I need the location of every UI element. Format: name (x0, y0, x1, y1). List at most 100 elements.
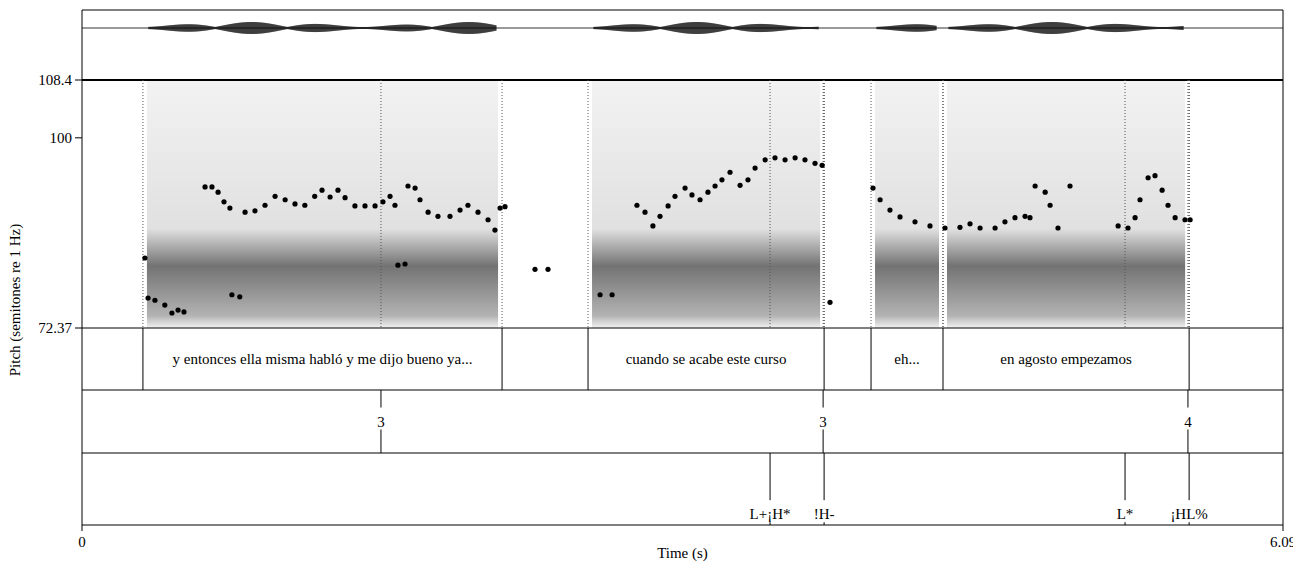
pitch-point (802, 157, 807, 162)
x-tick (1283, 525, 1284, 531)
waveform-trace (949, 22, 1183, 34)
pitch-point (497, 205, 502, 210)
pitch-point (912, 219, 917, 224)
pitch-point (405, 183, 410, 188)
point-mark (824, 453, 825, 500)
pitch-point (352, 203, 357, 208)
pitch-point (992, 225, 997, 230)
chart: 72.37100108.4Pitch (semitones re 1 Hz)06… (0, 0, 1293, 564)
y-tick (75, 328, 82, 329)
pitch-point (897, 214, 902, 219)
point-mark (1187, 390, 1188, 408)
pitch-point (1002, 219, 1007, 224)
guide-line (502, 80, 503, 328)
pitch-point (772, 155, 777, 160)
pitch-point (237, 294, 242, 299)
pitch-points (142, 155, 1192, 315)
pitch-point (335, 188, 340, 193)
pitch-point (1152, 173, 1157, 178)
pitch-point (727, 170, 732, 175)
pitch-point (1125, 225, 1130, 230)
pitch-point (492, 227, 497, 232)
pitch-point (417, 197, 422, 202)
pitch-point (1043, 190, 1048, 195)
pitch-point (229, 292, 234, 297)
pitch-point (402, 261, 407, 266)
x-tick (82, 525, 83, 531)
pitch-point (1012, 215, 1017, 220)
guide-line (824, 80, 825, 328)
pitch-point (1132, 215, 1137, 220)
pitch-point (812, 161, 817, 166)
point-mark (380, 430, 381, 454)
y-axis-title: Pitch (semitones re 1 Hz) (7, 224, 24, 376)
plot-top (82, 79, 1283, 81)
point-mark (770, 522, 771, 525)
guide-line (1189, 80, 1190, 328)
guides (143, 80, 1189, 328)
pitch-point (745, 177, 750, 182)
interval-label: eh... (894, 351, 919, 367)
x-axis-title: Time (s) (657, 545, 708, 562)
pitch-point (737, 183, 742, 188)
pitch-point (1165, 203, 1170, 208)
pitch-point (387, 194, 392, 199)
x-tick-label: 6.09 (1270, 534, 1293, 550)
pitch-point (152, 298, 157, 303)
pitch-point (689, 192, 694, 197)
point-mark (770, 453, 771, 500)
pitch-point (967, 221, 972, 226)
pitch-point (221, 199, 226, 204)
pitch-point (719, 177, 724, 182)
pitch-point (827, 300, 832, 305)
pitch-point (227, 205, 232, 210)
pitch-point (793, 155, 798, 160)
y-tick-label: 108.4 (38, 72, 72, 88)
y-tick (75, 80, 82, 81)
pitch-point (820, 163, 825, 168)
frame-top (82, 10, 1283, 11)
pitch-point (642, 210, 647, 215)
pitch-point (1022, 214, 1027, 219)
point-mark (1125, 453, 1126, 500)
pitch-point (1188, 217, 1193, 222)
pitch-point (169, 310, 174, 315)
pitch-point (657, 214, 662, 219)
pitch-point (342, 195, 347, 200)
pitch-point (457, 207, 462, 212)
point-label: L+¡H* (750, 506, 791, 522)
spectrogram-band (592, 80, 820, 328)
pitch-point (181, 309, 186, 314)
y-tick (75, 137, 82, 138)
tier-border (82, 453, 1283, 454)
interval-boundary (588, 328, 589, 390)
pitch-point (283, 197, 288, 202)
point-mark (1125, 522, 1126, 525)
pitch-point (763, 157, 768, 162)
pitch-point (1033, 183, 1038, 188)
spectrogram (147, 80, 1185, 328)
pitch-point (475, 210, 480, 215)
waveform-trace (594, 22, 818, 34)
plot-bottom (82, 328, 1283, 329)
interval-label: cuando se acabe este curso (626, 351, 787, 367)
pitch-point (302, 203, 307, 208)
pitch-point (672, 194, 677, 199)
pitch-point (145, 295, 150, 300)
pitch-point (697, 197, 702, 202)
pitch-point (927, 223, 932, 228)
pitch-point (878, 197, 883, 202)
x-axis: 06.09Time (s) (78, 525, 1293, 562)
tier-points: L+¡H*!H-L*¡HL% (750, 453, 1208, 525)
pitch-point (327, 194, 332, 199)
spectrogram-band (947, 80, 1185, 328)
guide-line (824, 80, 825, 328)
pitch-point (372, 203, 377, 208)
point-mark (380, 390, 381, 408)
pitch-point (1182, 217, 1187, 222)
y-tick-label: 72.37 (38, 320, 72, 336)
guide-line (823, 80, 824, 328)
pitch-point (312, 194, 317, 199)
pitch-point (142, 255, 147, 260)
pitch-point (666, 203, 671, 208)
